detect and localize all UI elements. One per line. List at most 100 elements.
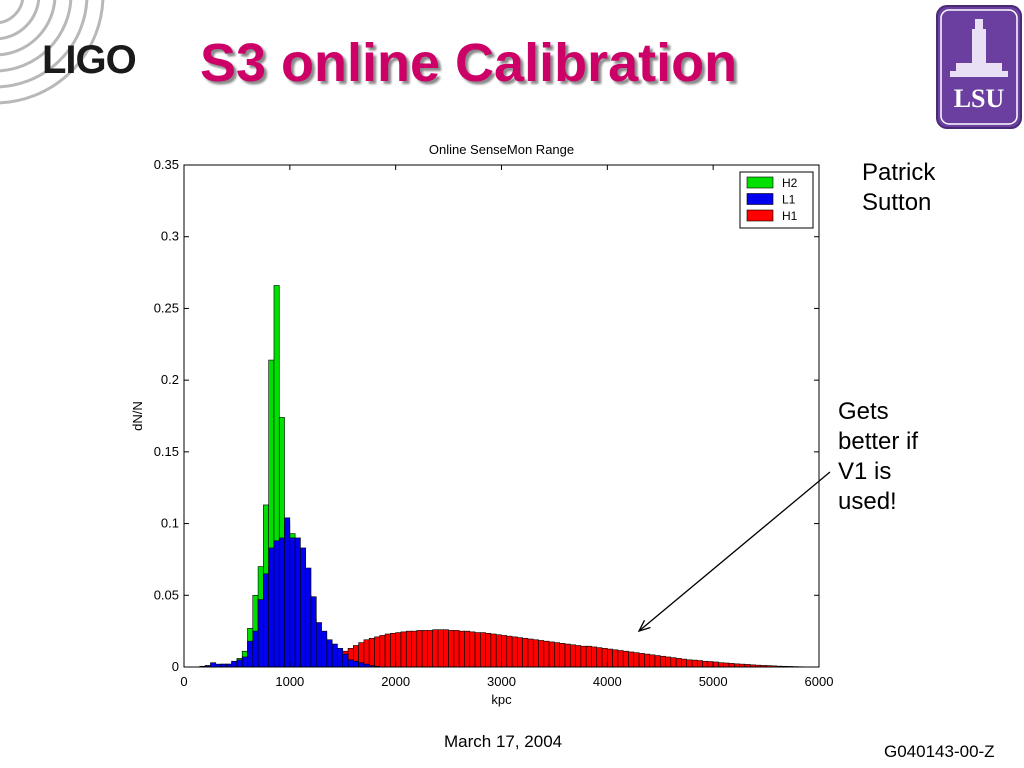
bar-l1 [321, 630, 328, 668]
lsu-seal-text: LSU [954, 84, 1005, 113]
annotation-arrow-head [637, 620, 651, 633]
bar-h1 [707, 661, 714, 668]
x-tick-label: 6000 [805, 674, 834, 689]
x-tick-label: 3000 [487, 674, 516, 689]
bar-h1 [548, 641, 555, 668]
bar-h1 [712, 661, 719, 668]
bar-h1 [453, 630, 460, 668]
bar-h1 [559, 643, 566, 668]
bar-h1 [390, 632, 396, 668]
bar-h1 [670, 657, 677, 668]
legend-swatch-h2 [746, 176, 774, 189]
bar-h1 [617, 650, 624, 668]
bar-h1 [437, 629, 444, 668]
bar-h1 [427, 630, 434, 668]
bar-h1 [644, 653, 650, 668]
annotation-line: better if [838, 428, 919, 455]
bar-l1 [342, 653, 349, 668]
bar-l1 [236, 659, 243, 668]
bar-h1 [405, 630, 412, 668]
bar-h1 [596, 647, 603, 668]
bar-h1 [569, 644, 576, 668]
bar-h1 [490, 633, 497, 668]
bar-h1 [511, 636, 518, 668]
bar-h1 [485, 632, 492, 668]
bar-h1 [400, 631, 407, 668]
bar-h1 [607, 648, 613, 668]
bar-l1 [252, 630, 259, 668]
y-tick-label: 0.2 [161, 372, 179, 387]
annotation-line: Gets [838, 398, 889, 425]
legend-label-l1: L1 [782, 193, 796, 207]
author-line: Sutton [862, 189, 932, 216]
bar-h1 [411, 630, 418, 668]
bar-l1 [247, 640, 254, 668]
annotation-arrow-icon [638, 471, 831, 632]
legend-label-h1: H1 [782, 209, 798, 223]
bar-h1 [649, 654, 656, 668]
bar-h1 [384, 633, 391, 668]
bar-h1 [575, 645, 582, 668]
bar-h1 [612, 649, 619, 668]
bar-h1 [543, 640, 550, 668]
bar-h1 [416, 630, 423, 668]
author-line: Patrick [862, 159, 936, 186]
bar-h1 [728, 663, 735, 668]
bar-l1 [284, 517, 291, 668]
bar-h1 [696, 660, 703, 668]
bar-h1 [585, 645, 592, 668]
x-tick-label: 0 [180, 674, 187, 689]
chart-title: Online SenseMon Range [429, 142, 574, 157]
bar-l1 [268, 547, 275, 668]
bar-h1 [654, 655, 661, 668]
bar-h1 [469, 631, 476, 668]
bar-h1 [691, 659, 698, 668]
bar-h1 [702, 660, 709, 668]
bar-l1 [305, 567, 312, 668]
legend-swatch-l1 [746, 193, 774, 205]
y-tick-label: 0.05 [154, 587, 179, 602]
bar-h1 [538, 640, 545, 668]
bar-h1 [374, 636, 381, 668]
bar-l1 [337, 648, 344, 668]
author-name: Patrick Sutton [862, 158, 935, 218]
bar-h1 [458, 630, 465, 668]
bar-h1 [368, 638, 375, 668]
bar-l1 [331, 643, 338, 668]
y-tick-label: 0.35 [154, 157, 179, 172]
y-tick-label: 0.1 [161, 516, 179, 531]
bar-h1 [633, 652, 640, 668]
bar-h1 [580, 645, 587, 668]
footer-doc-id: G040143-00-Z [884, 742, 995, 761]
x-tick-label: 1000 [275, 674, 304, 689]
bar-h1 [601, 648, 608, 668]
bar-l1 [241, 656, 248, 668]
bar-h1 [527, 638, 534, 668]
bar-l1 [231, 660, 238, 668]
ligo-logo: LIGO [42, 38, 137, 82]
bar-l1 [310, 596, 317, 668]
bar-h1 [554, 642, 561, 668]
slide-title: S3 online Calibration [200, 33, 738, 93]
bar-l1 [273, 540, 280, 668]
bar-h1 [495, 634, 502, 668]
bar-h1 [442, 629, 449, 668]
bar-h1 [474, 632, 481, 668]
bar-h1 [564, 643, 571, 668]
bar-h1 [480, 632, 486, 668]
bar-l1 [210, 662, 217, 668]
bar-l1 [294, 537, 301, 668]
y-tick-label: 0 [172, 659, 179, 674]
bar-h1 [532, 639, 539, 668]
y-tick-label: 0.25 [154, 300, 179, 315]
bar-h1 [363, 639, 370, 668]
bar-l1 [278, 537, 285, 668]
bar-h1 [665, 656, 672, 668]
y-tick-label: 0.15 [154, 444, 179, 459]
footer-date: March 17, 2004 [444, 732, 563, 751]
bar-h1 [638, 653, 645, 668]
bar-l1 [263, 573, 269, 668]
bar-h1 [659, 655, 666, 668]
bar-h1 [628, 651, 635, 668]
